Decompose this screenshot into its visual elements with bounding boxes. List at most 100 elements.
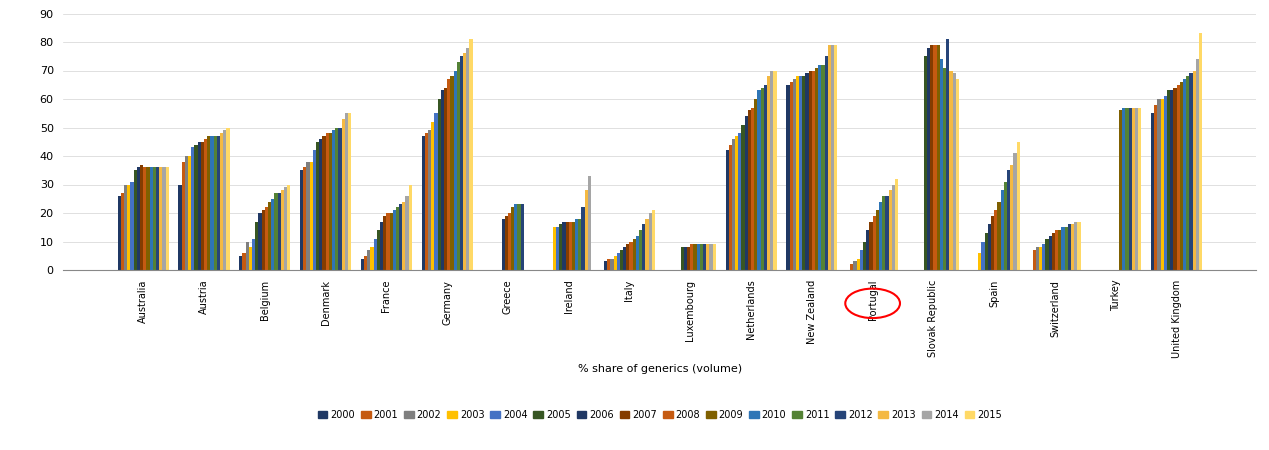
Bar bbox=[386, 213, 390, 270]
Bar bbox=[425, 133, 428, 270]
Bar bbox=[280, 190, 284, 270]
Bar bbox=[377, 230, 379, 270]
Bar bbox=[739, 133, 741, 270]
Bar bbox=[438, 99, 440, 270]
Bar bbox=[981, 242, 985, 270]
Bar bbox=[690, 244, 693, 270]
Bar bbox=[392, 210, 396, 270]
Bar bbox=[253, 238, 255, 270]
Bar bbox=[272, 199, 274, 270]
Bar bbox=[886, 196, 888, 270]
Bar bbox=[741, 125, 745, 270]
Bar bbox=[827, 45, 831, 270]
Bar bbox=[1128, 108, 1132, 270]
Bar bbox=[379, 221, 383, 270]
Bar bbox=[434, 113, 438, 270]
Bar bbox=[217, 136, 220, 270]
Bar bbox=[1010, 165, 1014, 270]
Bar bbox=[610, 259, 613, 270]
Bar bbox=[505, 216, 508, 270]
Bar bbox=[646, 219, 648, 270]
Bar bbox=[617, 253, 621, 270]
Bar bbox=[892, 184, 895, 270]
Bar bbox=[553, 227, 556, 270]
Bar bbox=[143, 167, 146, 270]
Bar bbox=[428, 130, 431, 270]
Bar bbox=[373, 238, 377, 270]
Bar bbox=[895, 179, 898, 270]
Bar bbox=[873, 216, 876, 270]
Bar bbox=[1199, 33, 1202, 270]
Bar bbox=[287, 184, 291, 270]
Bar bbox=[787, 85, 789, 270]
Bar bbox=[192, 148, 194, 270]
Bar bbox=[326, 133, 329, 270]
Bar bbox=[1161, 99, 1164, 270]
Bar bbox=[713, 244, 716, 270]
Bar bbox=[1174, 88, 1176, 270]
Bar bbox=[642, 225, 646, 270]
Bar bbox=[953, 73, 956, 270]
Bar bbox=[360, 259, 364, 270]
Bar bbox=[815, 68, 819, 270]
Bar bbox=[133, 170, 137, 270]
Bar bbox=[1067, 225, 1071, 270]
Legend: 2000, 2001, 2002, 2003, 2004, 2005, 2006, 2007, 2008, 2009, 2010, 2011, 2012, 20: 2000, 2001, 2002, 2003, 2004, 2005, 2006… bbox=[313, 406, 1006, 424]
Bar bbox=[934, 45, 937, 270]
Bar bbox=[1193, 71, 1195, 270]
Bar bbox=[431, 122, 434, 270]
Bar bbox=[1195, 59, 1199, 270]
Bar bbox=[928, 48, 930, 270]
Bar bbox=[707, 244, 709, 270]
Bar bbox=[585, 190, 588, 270]
Bar bbox=[812, 71, 815, 270]
Bar bbox=[652, 210, 655, 270]
Bar bbox=[789, 82, 793, 270]
Bar bbox=[1016, 142, 1020, 270]
Bar bbox=[854, 261, 857, 270]
Bar bbox=[735, 136, 739, 270]
Bar bbox=[850, 264, 854, 270]
Bar bbox=[1164, 96, 1167, 270]
Bar bbox=[747, 110, 751, 270]
Bar bbox=[773, 71, 777, 270]
Bar bbox=[1126, 108, 1128, 270]
Bar bbox=[588, 176, 591, 270]
Bar bbox=[882, 196, 886, 270]
Bar bbox=[1157, 99, 1161, 270]
Bar bbox=[1119, 110, 1122, 270]
Bar bbox=[869, 221, 873, 270]
Bar bbox=[409, 184, 412, 270]
Bar bbox=[806, 73, 808, 270]
Bar bbox=[211, 136, 213, 270]
Bar bbox=[518, 204, 520, 270]
Bar bbox=[457, 62, 459, 270]
Bar bbox=[390, 213, 392, 270]
Bar bbox=[320, 139, 322, 270]
Bar bbox=[274, 193, 278, 270]
Bar bbox=[299, 170, 303, 270]
Bar bbox=[566, 221, 569, 270]
Bar bbox=[396, 207, 400, 270]
Bar bbox=[1046, 238, 1048, 270]
Bar bbox=[261, 210, 265, 270]
Bar bbox=[947, 39, 949, 270]
Bar bbox=[131, 182, 133, 270]
Bar bbox=[1122, 108, 1126, 270]
Bar bbox=[223, 130, 226, 270]
Bar bbox=[162, 167, 165, 270]
Bar bbox=[940, 59, 943, 270]
Bar bbox=[1033, 250, 1036, 270]
Bar bbox=[345, 113, 348, 270]
Bar bbox=[367, 250, 371, 270]
Bar bbox=[470, 39, 472, 270]
Bar bbox=[799, 76, 802, 270]
Bar bbox=[322, 136, 326, 270]
Bar bbox=[726, 150, 728, 270]
Bar bbox=[341, 119, 345, 270]
Bar bbox=[508, 213, 511, 270]
Bar bbox=[207, 136, 211, 270]
Bar bbox=[1151, 113, 1155, 270]
Bar bbox=[764, 85, 766, 270]
Bar bbox=[766, 76, 770, 270]
